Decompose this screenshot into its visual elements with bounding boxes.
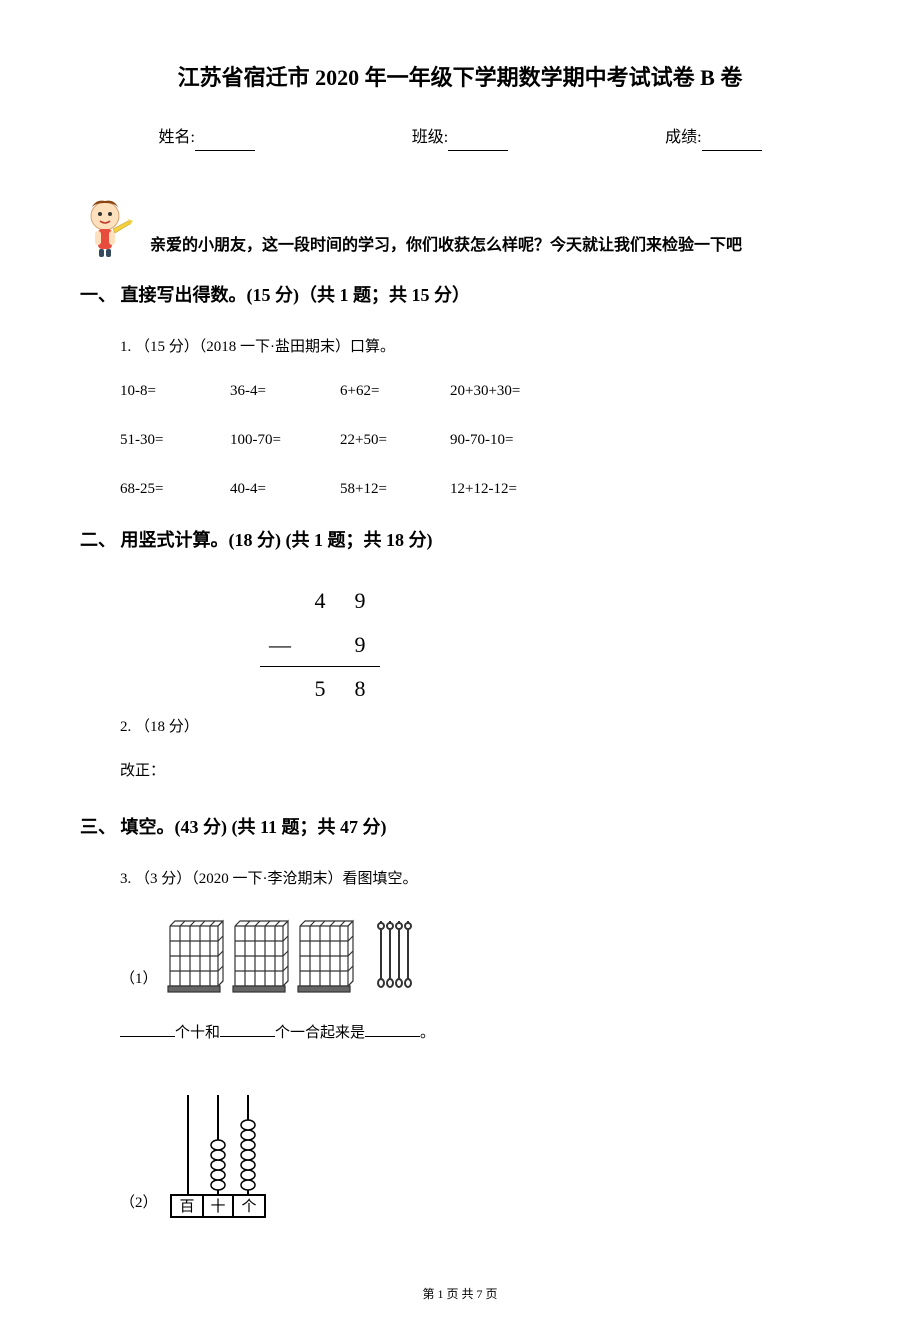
- calc-cell: 20+30+30=: [450, 379, 590, 403]
- mascot-icon: [70, 191, 140, 261]
- calc-row-3: 68-25= 40-4= 58+12= 12+12-12=: [120, 477, 840, 501]
- section3-header: 三、 填空。(43 分) (共 11 题；共 47 分): [80, 813, 840, 842]
- calc-row-1: 10-8= 36-4= 6+62= 20+30+30=: [120, 379, 840, 403]
- score-field: 成绩:: [665, 125, 761, 151]
- label-ten: 十: [210, 1198, 225, 1215]
- q3-label: 3. （3 分）（2020 一下·李沧期末）看图填空。: [120, 867, 840, 891]
- sub1-label: （1）: [120, 967, 158, 991]
- vc-r1c1: 4: [300, 579, 340, 622]
- page-footer: 第 1 页 共 7 页: [80, 1285, 840, 1304]
- vc-r1c2: 9: [340, 579, 380, 622]
- calc-cell: 12+12-12=: [450, 477, 590, 501]
- calc-cell: 68-25=: [120, 477, 230, 501]
- intro-row: 亲爱的小朋友，这一段时间的学习，你们收获怎么样呢？今天就让我们来检验一下吧: [70, 191, 840, 261]
- q3-sub2: （2）: [120, 1075, 840, 1225]
- correction-label: 改正：: [120, 759, 840, 783]
- calc-cell: 51-30=: [120, 428, 230, 452]
- student-info-row: 姓名: 班级: 成绩:: [80, 125, 840, 151]
- page-title: 江苏省宿迁市 2020 年一年级下学期数学期中考试试卷 B 卷: [80, 60, 840, 95]
- q2-label: 2. （18 分）: [120, 715, 199, 739]
- vertical-calc: 4 9 — 9 5 8: [260, 579, 840, 710]
- class-field: 班级:: [412, 125, 508, 151]
- calc-cell: 6+62=: [340, 379, 450, 403]
- q1-label: 1. （15 分）（2018 一下·盐田期末）口算。: [120, 335, 840, 359]
- abacus-image: [163, 911, 423, 1001]
- vc-r2c2: 9: [340, 623, 380, 667]
- calc-cell: 100-70=: [230, 428, 340, 452]
- place-value-counter: 百 十 个: [163, 1085, 273, 1225]
- sub2-label: （2）: [120, 1191, 158, 1215]
- section1-header: 一、 直接写出得数。(15 分)（共 1 题；共 15 分）: [80, 281, 840, 310]
- section2-header: 二、 用竖式计算。(18 分) (共 1 题；共 18 分): [80, 526, 840, 555]
- calc-cell: 58+12=: [340, 477, 450, 501]
- vc-r3c2: 8: [340, 666, 380, 710]
- question-2-label-row: 2. （18 分）: [120, 715, 840, 739]
- calc-cell: 90-70-10=: [450, 428, 590, 452]
- intro-text: 亲爱的小朋友，这一段时间的学习，你们收获怎么样呢？今天就让我们来检验一下吧: [150, 232, 742, 261]
- calc-cell: 36-4=: [230, 379, 340, 403]
- question-1: 1. （15 分）（2018 一下·盐田期末）口算。 10-8= 36-4= 6…: [120, 335, 840, 501]
- calc-cell: 40-4=: [230, 477, 340, 501]
- fill-text-1: 个十和个一合起来是。: [120, 1021, 840, 1045]
- calc-cell: 10-8=: [120, 379, 230, 403]
- abacus-row: （1）: [120, 911, 840, 1001]
- counter-row: （2）: [120, 1075, 840, 1225]
- calc-cell: 22+50=: [340, 428, 450, 452]
- calc-row-2: 51-30= 100-70= 22+50= 90-70-10=: [120, 428, 840, 452]
- question-3: 3. （3 分）（2020 一下·李沧期末）看图填空。 （1）: [120, 867, 840, 1225]
- vc-r3c1: 5: [300, 666, 340, 710]
- q3-sub1: （1）: [120, 911, 840, 1045]
- name-field: 姓名:: [158, 125, 254, 151]
- vc-op: —: [260, 623, 300, 667]
- label-one: 个: [241, 1198, 256, 1215]
- label-hundred: 百: [179, 1199, 194, 1215]
